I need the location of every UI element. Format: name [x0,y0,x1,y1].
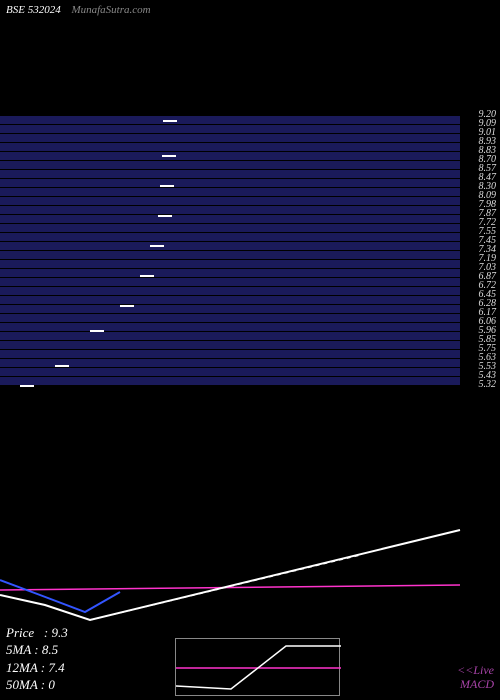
macd-live-label: <<Live [457,663,494,678]
price-info-box: Price : 9.3 5MA : 8.5 12MA : 7.4 50MA : … [6,624,68,694]
price-tick [120,305,134,307]
macd-mini-lines [176,639,341,697]
price-label: Price [6,625,34,640]
price-tick [140,275,154,277]
price-tick [55,365,69,367]
ma5-row: 5MA : 8.5 [6,641,68,659]
price-tick [20,385,34,387]
ma12-label: 12MA [6,660,38,675]
main-price-chart: 9.209.099.018.938.838.708.578.478.308.09… [0,20,500,450]
y-axis-label: 5.32 [479,380,497,390]
price-row: Price : 9.3 [6,624,68,642]
price-tick [158,215,172,217]
ma12-value: : 7.4 [41,660,65,675]
price-tick [163,120,177,122]
ma5-value: : 8.5 [34,642,58,657]
chart-header: BSE 532024 MunafaSutra.com [6,4,151,16]
ma12-row: 12MA : 7.4 [6,659,68,677]
ma50-label: 50MA [6,677,38,692]
ma50-value: : 0 [41,677,55,692]
site-name: MunafaSutra.com [71,4,150,16]
price-tick [150,245,164,247]
macd-label: MACD [460,677,494,692]
price-value: : 9.3 [44,625,68,640]
blue-line [0,580,120,612]
ma50-row: 50MA : 0 [6,676,68,694]
price-tick [160,185,174,187]
price-tick [90,330,104,332]
price-ticks [0,20,460,450]
ma5-label: 5MA [6,642,31,657]
macd-mini-chart [175,638,340,696]
price-tick [162,155,176,157]
ticker-symbol: BSE 532024 [6,4,61,16]
